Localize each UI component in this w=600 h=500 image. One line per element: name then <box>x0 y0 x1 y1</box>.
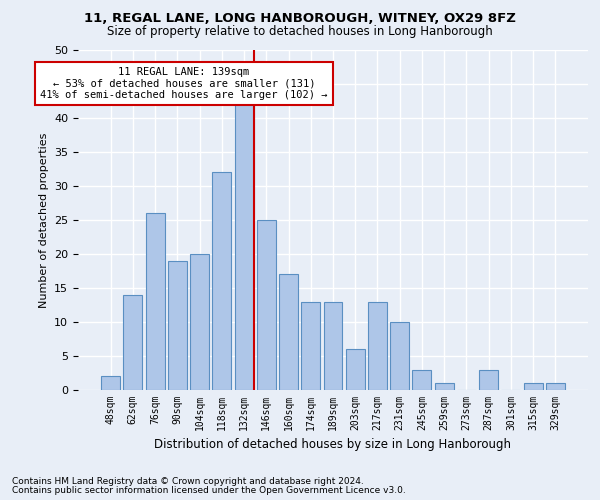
Bar <box>279 274 298 390</box>
Bar <box>435 383 454 390</box>
Bar <box>212 172 231 390</box>
Bar <box>390 322 409 390</box>
Bar <box>479 370 498 390</box>
Bar <box>257 220 276 390</box>
Text: Contains HM Land Registry data © Crown copyright and database right 2024.: Contains HM Land Registry data © Crown c… <box>12 477 364 486</box>
Bar <box>346 349 365 390</box>
X-axis label: Distribution of detached houses by size in Long Hanborough: Distribution of detached houses by size … <box>155 438 511 452</box>
Bar <box>190 254 209 390</box>
Bar <box>524 383 542 390</box>
Bar <box>368 302 387 390</box>
Bar <box>323 302 343 390</box>
Bar <box>412 370 431 390</box>
Text: Size of property relative to detached houses in Long Hanborough: Size of property relative to detached ho… <box>107 25 493 38</box>
Bar <box>124 295 142 390</box>
Bar <box>301 302 320 390</box>
Bar <box>235 104 254 390</box>
Text: 11 REGAL LANE: 139sqm
← 53% of detached houses are smaller (131)
41% of semi-det: 11 REGAL LANE: 139sqm ← 53% of detached … <box>40 67 328 100</box>
Text: Contains public sector information licensed under the Open Government Licence v3: Contains public sector information licen… <box>12 486 406 495</box>
Text: 11, REGAL LANE, LONG HANBOROUGH, WITNEY, OX29 8FZ: 11, REGAL LANE, LONG HANBOROUGH, WITNEY,… <box>84 12 516 26</box>
Bar <box>146 213 164 390</box>
Bar <box>546 383 565 390</box>
Y-axis label: Number of detached properties: Number of detached properties <box>38 132 49 308</box>
Bar <box>168 261 187 390</box>
Bar <box>101 376 120 390</box>
